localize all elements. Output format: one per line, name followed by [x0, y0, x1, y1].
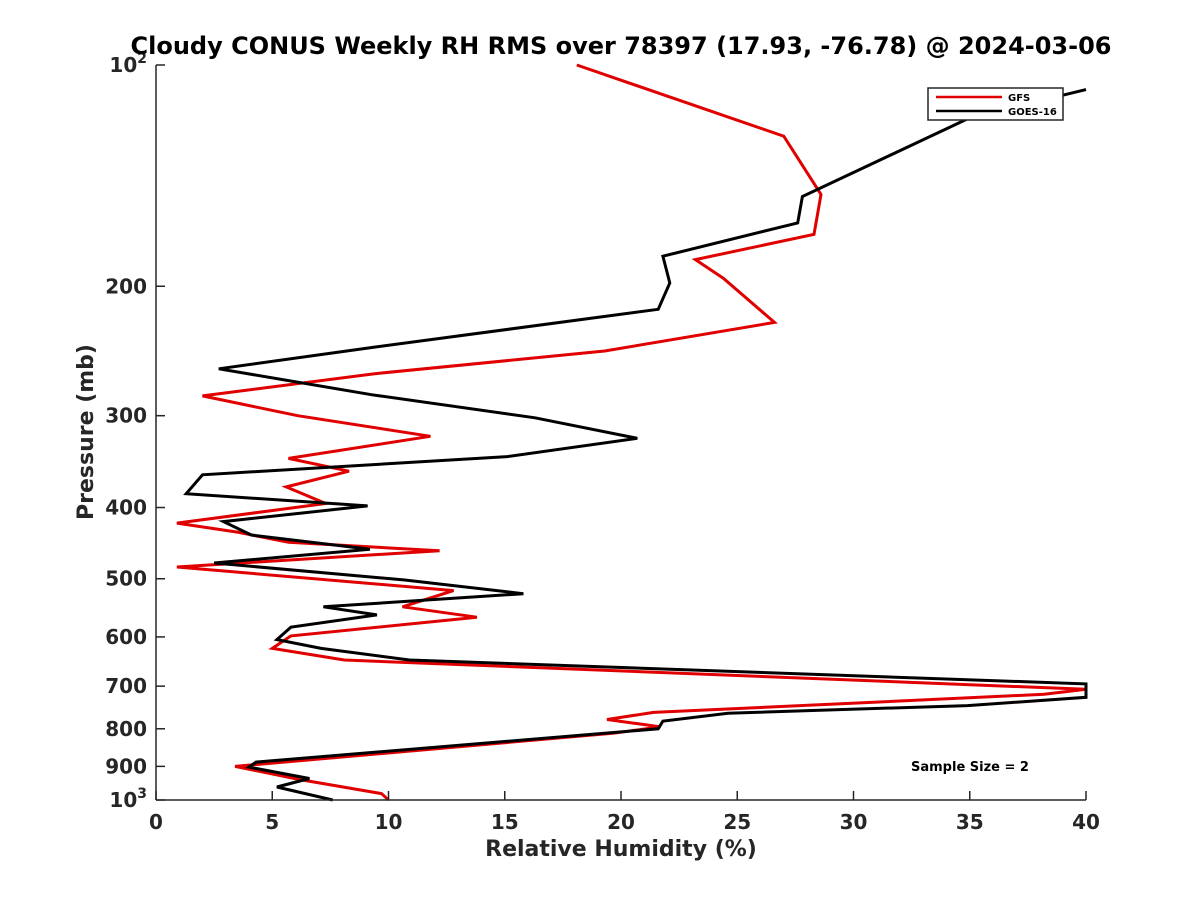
- series-line-gfs: [176, 63, 1087, 802]
- x-tick-label: 5: [265, 810, 279, 834]
- sample-size-annotation: Sample Size = 2: [911, 760, 1029, 775]
- y-tick-label: 200: [105, 274, 147, 298]
- x-tick-label: 25: [723, 810, 751, 834]
- y-tick-label: 103: [109, 786, 147, 812]
- x-tick-label: 10: [375, 810, 403, 834]
- x-tick-label: 40: [1072, 810, 1100, 834]
- y-axis-label: Pressure (mb): [74, 344, 99, 520]
- y-tick-label: 400: [105, 496, 147, 520]
- y-tick-label: 800: [105, 717, 147, 741]
- x-tick-label: 0: [149, 810, 163, 834]
- series-line-goes16: [183, 88, 1088, 802]
- y-tick-label: 700: [105, 674, 147, 698]
- x-axis-label: Relative Humidity (%): [485, 837, 757, 862]
- series-layer: [176, 63, 1088, 802]
- x-tick-label: 30: [840, 810, 868, 834]
- y-tick-label: 600: [105, 625, 147, 649]
- y-tick-layer: 102 200 300 400 500 600 700 800 900 103: [105, 51, 165, 812]
- legend: GFS GOES-16: [927, 87, 1064, 121]
- y-tick-label: 102: [109, 51, 147, 77]
- plot-background: [156, 65, 1086, 800]
- legend-label-goes16: GOES-16: [1008, 107, 1057, 118]
- y-tick-label: 900: [105, 754, 147, 778]
- x-tick-label: 20: [607, 810, 635, 834]
- legend-label-gfs: GFS: [1008, 93, 1030, 104]
- legend-box: [927, 87, 1064, 121]
- y-tick-label: 500: [105, 567, 147, 591]
- x-tick-label: 35: [956, 810, 984, 834]
- x-tick-label: 15: [491, 810, 519, 834]
- chart-title: Cloudy CONUS Weekly RH RMS over 78397 (1…: [131, 32, 1112, 60]
- x-tick-layer: 0 5 10 15 20 25 30 35 40: [149, 791, 1100, 834]
- y-tick-label: 300: [105, 404, 147, 428]
